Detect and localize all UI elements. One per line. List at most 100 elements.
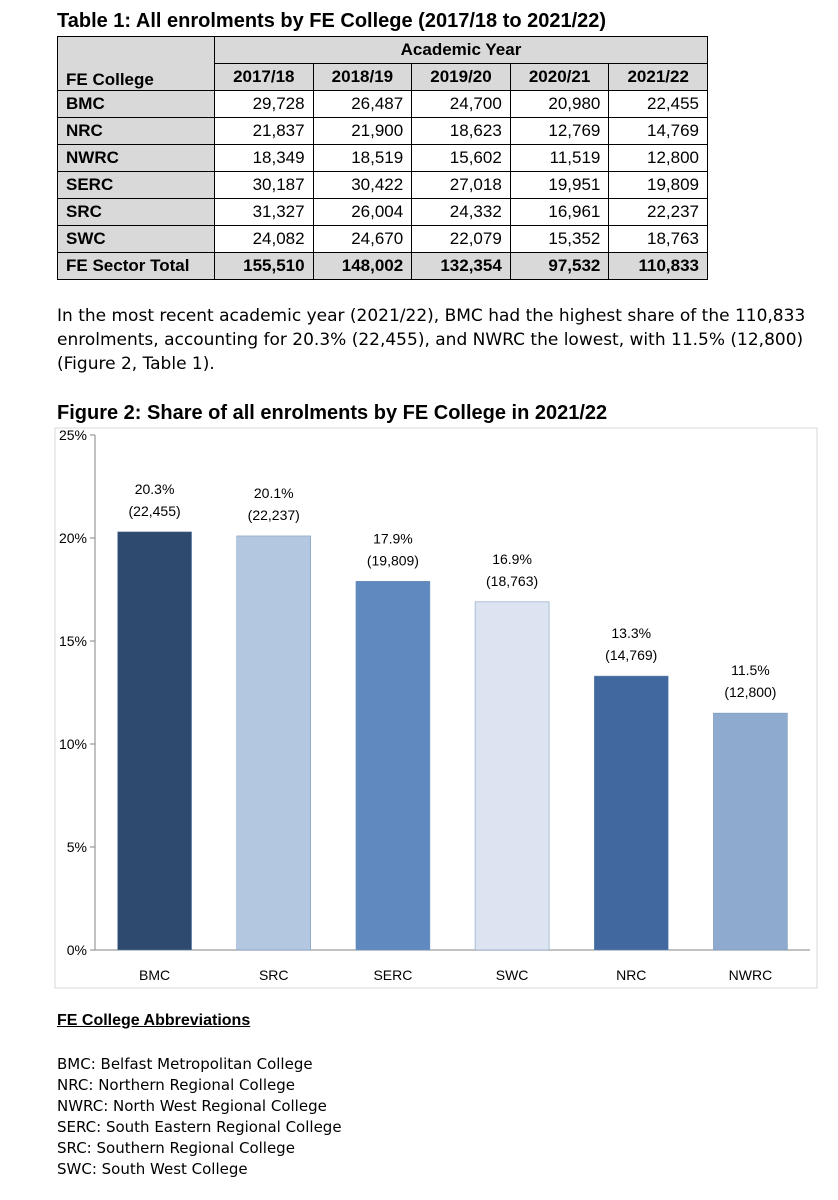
value-cell: 15,602 <box>411 144 511 172</box>
college-cell: NWRC <box>57 144 215 172</box>
value-cell: 15,352 <box>509 225 610 253</box>
year-header: 2020/21 <box>509 63 610 91</box>
abbreviation-item: NRC: Northern Regional College <box>57 1076 295 1094</box>
table-title: Table 1: All enrolments by FE College (2… <box>57 10 607 32</box>
row-header: FE College <box>57 36 215 91</box>
year-header: 2017/18 <box>214 63 314 91</box>
value-cell: 29,728 <box>214 90 314 118</box>
bar-count-label: (14,769) <box>605 647 657 663</box>
year-header: 2018/19 <box>312 63 413 91</box>
value-cell: 24,700 <box>411 90 511 118</box>
value-cell: 19,809 <box>608 171 708 199</box>
x-tick-label: NRC <box>616 967 646 983</box>
table-row: NRC 21,837 21,900 18,623 12,769 14,769 <box>57 117 708 145</box>
bar-nwrc <box>713 712 788 951</box>
share-bar-chart: 0% 5% 10% 15% 20% 25% 20.3% (22,455) BMC 20.1% (2… <box>54 427 818 989</box>
college-cell: NRC <box>57 117 215 145</box>
value-cell: 18,519 <box>312 144 413 172</box>
value-cell: 18,763 <box>608 225 708 253</box>
chart-frame <box>54 427 818 989</box>
value-cell: 18,623 <box>411 117 511 145</box>
bar-count-label: (18,763) <box>486 573 538 589</box>
total-cell: 155,510 <box>214 252 314 280</box>
total-cell: 110,833 <box>608 252 708 280</box>
bar-count-label: (19,809) <box>367 552 419 568</box>
abbreviation-item: BMC: Belfast Metropolitan College <box>57 1055 313 1073</box>
value-cell: 16,961 <box>509 198 610 226</box>
bar-swc <box>474 601 550 951</box>
total-cell: 148,002 <box>312 252 413 280</box>
x-tick-label: BMC <box>139 967 170 983</box>
value-cell: 24,670 <box>312 225 413 253</box>
value-cell: 26,004 <box>312 198 413 226</box>
x-tick-label: SWC <box>496 967 529 983</box>
value-cell: 24,332 <box>411 198 511 226</box>
abbreviation-item: SWC: South West College <box>57 1160 248 1178</box>
year-header: 2021/22 <box>608 63 708 91</box>
enrolments-table: FE College Academic Year 2017/18 2018/19… <box>57 36 708 280</box>
value-cell: 22,237 <box>608 198 708 226</box>
bar-value-label: 20.3% <box>135 481 175 497</box>
bar-value-label: 13.3% <box>611 625 651 641</box>
abbreviations-list: BMC: Belfast Metropolitan College NRC: N… <box>57 1054 342 1180</box>
total-label: FE Sector Total <box>57 252 215 280</box>
y-tick-label: 20% <box>59 530 87 546</box>
bar-src <box>236 535 311 951</box>
table-row: BMC 29,728 26,487 24,700 20,980 22,455 <box>57 90 708 118</box>
value-cell: 30,187 <box>214 171 314 199</box>
bar-nrc <box>594 675 669 951</box>
table-row: NWRC 18,349 18,519 15,602 11,519 12,800 <box>57 144 708 172</box>
bar-count-label: (22,455) <box>129 503 181 519</box>
college-cell: SWC <box>57 225 215 253</box>
figure-title: Figure 2: Share of all enrolments by FE … <box>57 402 608 424</box>
college-cell: BMC <box>57 90 215 118</box>
bar-value-label: 20.1% <box>254 485 294 501</box>
value-cell: 22,079 <box>411 225 511 253</box>
value-cell: 21,900 <box>312 117 413 145</box>
value-cell: 11,519 <box>509 144 610 172</box>
y-tick-label: 15% <box>59 633 87 649</box>
x-tick-label: SERC <box>373 967 412 983</box>
group-header: Academic Year <box>214 36 708 64</box>
bar-bmc <box>117 531 192 951</box>
value-cell: 12,769 <box>509 117 610 145</box>
y-tick-label: 10% <box>59 736 87 752</box>
bar-count-label: (12,800) <box>724 684 776 700</box>
abbreviations-title: FE College Abbreviations <box>57 1012 251 1029</box>
value-cell: 22,455 <box>608 90 708 118</box>
summary-paragraph: In the most recent academic year (2021/2… <box>57 306 806 374</box>
table-row: SWC 24,082 24,670 22,079 15,352 18,763 <box>57 225 708 253</box>
y-tick-label: 5% <box>67 839 87 855</box>
value-cell: 27,018 <box>411 171 511 199</box>
abbreviation-item: NWRC: North West Regional College <box>57 1097 327 1115</box>
bar-count-label: (22,237) <box>248 507 300 523</box>
value-cell: 31,327 <box>214 198 314 226</box>
college-cell: SRC <box>57 198 215 226</box>
year-header: 2019/20 <box>411 63 511 91</box>
value-cell: 18,349 <box>214 144 314 172</box>
value-cell: 21,837 <box>214 117 314 145</box>
total-cell: 97,532 <box>509 252 610 280</box>
abbreviation-item: SRC: Southern Regional College <box>57 1139 295 1157</box>
value-cell: 24,082 <box>214 225 314 253</box>
total-row: FE Sector Total 155,510 148,002 132,354 … <box>57 252 708 280</box>
table-row: SERC 30,187 30,422 27,018 19,951 19,809 <box>57 171 708 199</box>
value-cell: 12,800 <box>608 144 708 172</box>
y-tick-label: 25% <box>59 427 87 443</box>
value-cell: 14,769 <box>608 117 708 145</box>
table-row: SRC 31,327 26,004 24,332 16,961 22,237 <box>57 198 708 226</box>
value-cell: 30,422 <box>312 171 413 199</box>
bar-value-label: 11.5% <box>731 662 770 678</box>
value-cell: 20,980 <box>509 90 610 118</box>
bar-value-label: 17.9% <box>373 530 413 546</box>
value-cell: 26,487 <box>312 90 413 118</box>
y-tick-label: 0% <box>67 942 87 958</box>
total-cell: 132,354 <box>411 252 511 280</box>
bar-serc <box>355 581 431 951</box>
x-tick-label: NWRC <box>729 967 773 983</box>
college-cell: SERC <box>57 171 215 199</box>
x-tick-label: SRC <box>259 967 289 983</box>
value-cell: 19,951 <box>509 171 610 199</box>
abbreviation-item: SERC: South Eastern Regional College <box>57 1118 342 1136</box>
bar-value-label: 16.9% <box>492 551 532 567</box>
